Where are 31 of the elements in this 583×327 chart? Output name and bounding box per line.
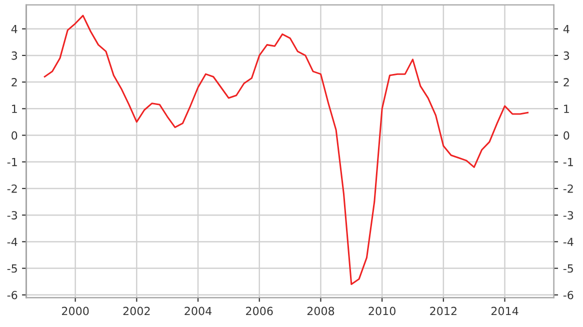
y-tick-label: -4 [7,238,18,246]
x-tick-label: 2004 [184,306,212,316]
y-tick-label: 1 [12,104,17,113]
y-tick-label: 3 [12,51,18,60]
y2-tick-label: 1 [564,104,569,113]
y2-tick-label: 4 [563,24,570,34]
y2-tick-label: -1 [563,158,573,166]
y-tick-label: -6 [7,290,18,300]
y-tick-label: -3 [7,211,18,220]
y2-tick-label: -3 [563,211,574,220]
y-tick-label: 0 [12,131,18,140]
x-tick-label: 2000 [62,306,89,316]
x-tick-label: 2002 [123,306,150,316]
y2-tick-label: -6 [563,290,574,300]
y2-tick-label: 0 [564,131,570,140]
x-tick-label: 2008 [307,306,334,316]
y-tick-label: 4 [11,24,18,34]
y-tick-label: 2 [12,78,17,86]
x-tick-label: 2012 [430,306,456,316]
x-tick-label: 2006 [246,306,273,316]
x-tick-label: 2010 [368,306,396,316]
y-tick-label: -5 [7,264,17,273]
y2-tick-label: -4 [563,238,574,246]
y-tick-label: -2 [7,184,17,193]
y2-tick-label: -5 [563,264,573,273]
line-series [44,14,529,286]
y2-tick-label: 3 [564,51,570,60]
y2-tick-label: 2 [564,78,569,86]
y-tick-label: -1 [7,158,17,166]
y2-tick-label: -2 [563,184,573,193]
x-tick-label: 2014 [491,306,518,316]
